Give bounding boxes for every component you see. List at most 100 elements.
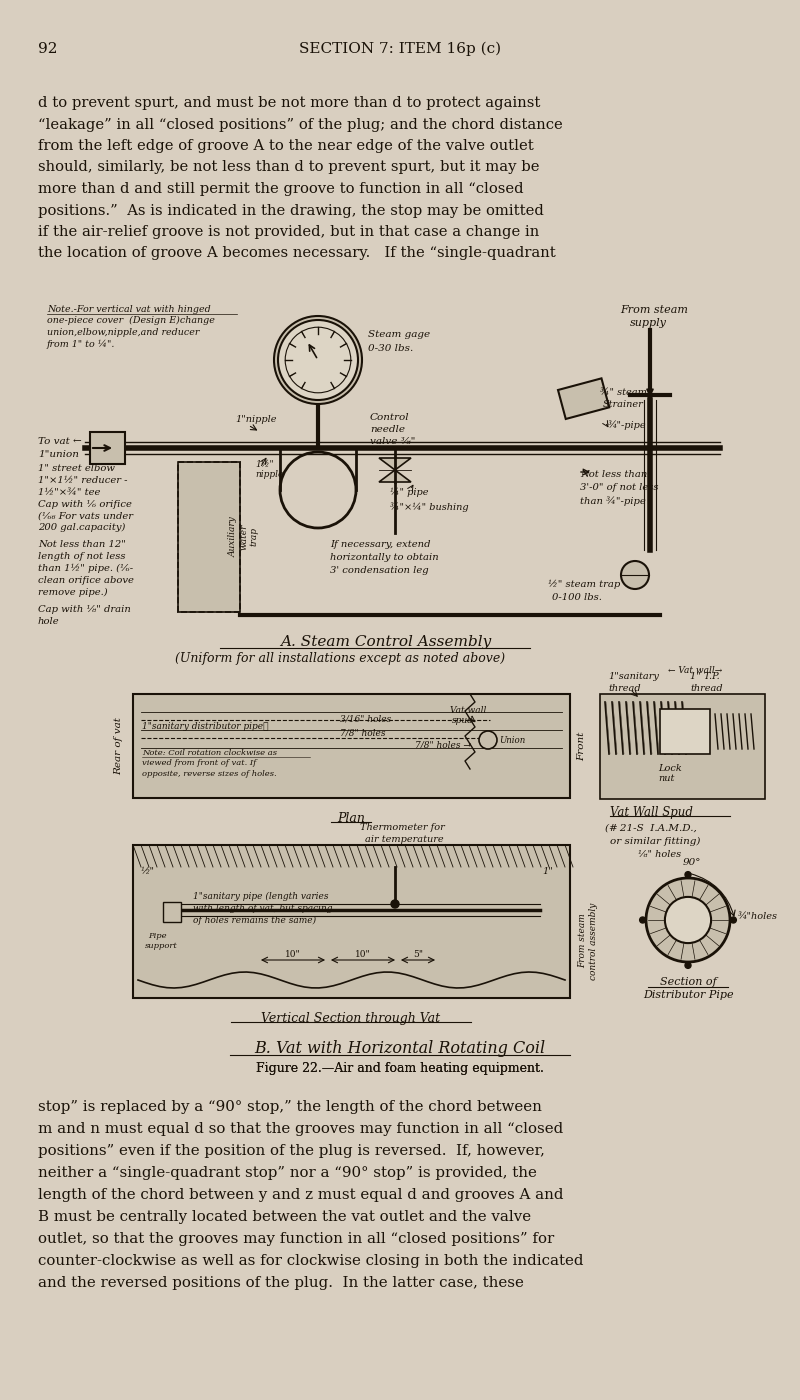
Text: (# 21-S  I.A.M.D.,: (# 21-S I.A.M.D., [605, 825, 697, 833]
Text: d to prevent spurt, and must be not more than d to protect against: d to prevent spurt, and must be not more… [38, 97, 540, 111]
Text: from the left edge of groove A to the near edge of the valve outlet: from the left edge of groove A to the ne… [38, 139, 534, 153]
Text: Pipe: Pipe [148, 932, 166, 939]
Text: opposite, reverse sizes of holes.: opposite, reverse sizes of holes. [142, 770, 277, 778]
Text: Vat wall: Vat wall [450, 706, 486, 715]
Text: Front: Front [578, 731, 586, 760]
Text: than ¾"-pipe: than ¾"-pipe [580, 496, 646, 505]
Text: 1": 1" [683, 916, 693, 924]
Circle shape [479, 731, 497, 749]
Text: 90°: 90° [682, 858, 702, 867]
Text: with length of vat, but spacing: with length of vat, but spacing [193, 904, 333, 913]
Text: 0-30 lbs.: 0-30 lbs. [368, 344, 414, 353]
Text: 1": 1" [542, 867, 553, 876]
Polygon shape [379, 458, 411, 482]
Text: ← Vat wall→: ← Vat wall→ [668, 666, 722, 675]
Text: hole: hole [38, 617, 60, 626]
Circle shape [621, 561, 649, 589]
Circle shape [685, 872, 691, 878]
Text: Steam gage: Steam gage [368, 330, 430, 339]
Circle shape [646, 878, 730, 962]
Text: thread: thread [608, 685, 641, 693]
Circle shape [278, 321, 358, 400]
Text: clean orifice above: clean orifice above [38, 575, 134, 585]
Text: length of the chord between y and z must equal d and grooves A and: length of the chord between y and z must… [38, 1189, 563, 1203]
Text: 1½"
nipple: 1½" nipple [255, 461, 283, 479]
Text: outlet, so that the grooves may function in all “closed positions” for: outlet, so that the grooves may function… [38, 1232, 554, 1246]
Text: Thermometer for: Thermometer for [360, 823, 445, 832]
Text: 200 gal.capacity): 200 gal.capacity) [38, 524, 126, 532]
Text: 10": 10" [355, 951, 371, 959]
Circle shape [665, 897, 711, 944]
Text: Note: Coil rotation clockwise as: Note: Coil rotation clockwise as [142, 749, 277, 757]
Bar [600, 694, 765, 799]
Text: A. Steam Control Assembly: A. Steam Control Assembly [280, 636, 491, 650]
Circle shape [640, 917, 646, 923]
Bar [660, 708, 710, 755]
Circle shape [685, 962, 691, 969]
Text: than 1½" pipe. (⅙-: than 1½" pipe. (⅙- [38, 564, 133, 573]
Text: 5": 5" [413, 951, 423, 959]
Text: 1"sanitary pipe (length varies: 1"sanitary pipe (length varies [193, 892, 329, 902]
Text: B must be centrally located between the vat outlet and the valve: B must be centrally located between the … [38, 1210, 531, 1224]
Bar [178, 462, 240, 612]
Text: needle: needle [370, 426, 405, 434]
Text: or similar fitting): or similar fitting) [610, 837, 700, 846]
Text: positions.”  As is indicated in the drawing, the stop may be omitted: positions.” As is indicated in the drawi… [38, 203, 544, 217]
Circle shape [274, 316, 362, 405]
Text: If necessary, extend: If necessary, extend [330, 540, 430, 549]
Text: the location of groove A becomes necessary.   If the “single-quadrant: the location of groove A becomes necessa… [38, 246, 556, 260]
Text: viewed from front of vat. If: viewed from front of vat. If [142, 759, 256, 767]
Text: Rear of vat: Rear of vat [114, 717, 123, 776]
Text: 1"sanitary distributor pipe‿: 1"sanitary distributor pipe‿ [142, 722, 269, 731]
Text: Section of: Section of [660, 977, 716, 987]
Text: Vertical Section through Vat: Vertical Section through Vat [262, 1012, 441, 1025]
Text: length of not less: length of not less [38, 552, 126, 561]
Text: ¼" pipe: ¼" pipe [390, 489, 429, 497]
Text: Union: Union [499, 736, 526, 745]
Text: ¾"×¼" bushing: ¾"×¼" bushing [390, 503, 469, 511]
Text: Note.-For vertical vat with hinged: Note.-For vertical vat with hinged [47, 305, 210, 314]
Text: 92: 92 [38, 42, 58, 56]
Text: 1"nipple: 1"nipple [235, 414, 277, 424]
Circle shape [730, 917, 736, 923]
Text: SECTION 7: ITEM 16p (c): SECTION 7: ITEM 16p (c) [299, 42, 501, 56]
Text: valve ⅜": valve ⅜" [370, 437, 415, 447]
Text: Cap with ⅛" drain: Cap with ⅛" drain [38, 605, 131, 615]
Text: m and n must equal d so that the grooves may function in all “closed: m and n must equal d so that the grooves… [38, 1121, 563, 1135]
Text: Not less than: Not less than [580, 470, 647, 479]
Text: supply: supply [630, 318, 667, 328]
Text: horizontally to obtain: horizontally to obtain [330, 553, 438, 561]
Text: 3' condensation leg: 3' condensation leg [330, 566, 429, 575]
Text: 3/16" holes: 3/16" holes [340, 714, 391, 722]
Text: stop” is replaced by a “90° stop,” the length of the chord between: stop” is replaced by a “90° stop,” the l… [38, 1100, 542, 1114]
Text: 1" T.P.: 1" T.P. [690, 672, 720, 680]
Text: 7/8" holes →: 7/8" holes → [415, 741, 471, 750]
Text: “leakage” in all “closed positions” of the plug; and the chord distance: “leakage” in all “closed positions” of t… [38, 118, 562, 132]
Bar [90, 433, 125, 463]
Text: ⅛" holes: ⅛" holes [638, 850, 681, 860]
Text: (Uniform for all installations except as noted above): (Uniform for all installations except as… [175, 652, 505, 665]
Text: Figure 22.—Air and foam heating equipment.: Figure 22.—Air and foam heating equipmen… [256, 1063, 544, 1075]
Text: 1" street elbow: 1" street elbow [38, 463, 115, 473]
Text: nut: nut [658, 774, 674, 783]
Text: more than d and still permit the groove to function in all “closed: more than d and still permit the groove … [38, 182, 524, 196]
Text: of holes remains the same): of holes remains the same) [193, 916, 316, 925]
Text: 10": 10" [285, 951, 301, 959]
Text: support: support [145, 942, 178, 951]
Text: Vat Wall Spud: Vat Wall Spud [610, 806, 693, 819]
Text: air temperature: air temperature [365, 834, 444, 844]
Text: union,elbow,nipple,and reducer: union,elbow,nipple,and reducer [47, 328, 199, 337]
Text: ½": ½" [141, 867, 155, 876]
Text: ¾" steam: ¾" steam [600, 388, 647, 398]
Text: from 1" to ¼".: from 1" to ¼". [47, 340, 115, 350]
Text: counter-clockwise as well as for clockwise closing in both the indicated: counter-clockwise as well as for clockwi… [38, 1254, 583, 1268]
Text: remove pipe.): remove pipe.) [38, 588, 108, 598]
Text: one-piece cover  (Design E)change: one-piece cover (Design E)change [47, 316, 215, 325]
Text: Control: Control [370, 413, 410, 421]
Text: 7/8" holes: 7/8" holes [340, 729, 386, 738]
Text: 1½"×¾" tee: 1½"×¾" tee [38, 489, 100, 497]
Text: 1"sanitary: 1"sanitary [608, 672, 659, 680]
Text: and the reversed positions of the plug.  In the latter case, these: and the reversed positions of the plug. … [38, 1275, 524, 1289]
Bar [558, 378, 610, 419]
Bar [178, 462, 240, 612]
